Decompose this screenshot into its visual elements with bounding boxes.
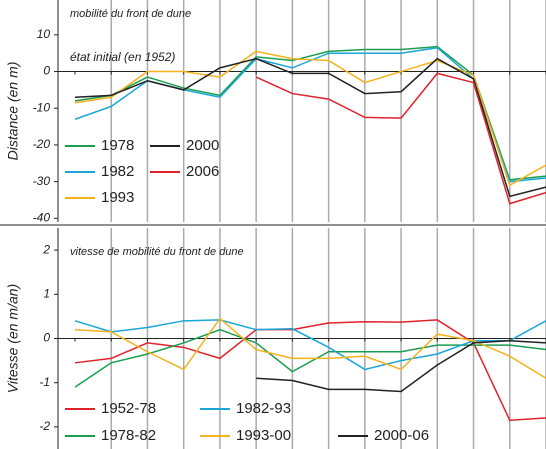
legend-label: 1978 xyxy=(101,137,134,154)
y-axis-label: Vitesse (en m/an) xyxy=(5,284,21,393)
series-line xyxy=(74,328,546,388)
legend-label: 1952-78 xyxy=(101,400,156,417)
legend-label: 1993 xyxy=(101,189,134,206)
legend-label: 1978-82 xyxy=(101,427,156,444)
y-tick-label: -30 xyxy=(33,174,51,188)
legend-label: 1993-00 xyxy=(236,427,291,444)
legend-label: 2000-06 xyxy=(374,427,429,444)
y-tick-label: 1 xyxy=(43,286,50,300)
y-axis-label: Distance (en m) xyxy=(5,62,21,161)
y-tick-label: 0 xyxy=(43,64,50,78)
y-tick-label: -10 xyxy=(33,100,51,114)
legend-label: 2006 xyxy=(186,163,219,180)
series-line xyxy=(256,339,546,393)
y-tick-label: 10 xyxy=(37,27,51,41)
series-line xyxy=(74,57,546,198)
y-tick-label: 0 xyxy=(43,331,50,345)
legend-label: 1982-93 xyxy=(236,400,291,417)
legend-label: 1982 xyxy=(101,163,134,180)
series-line xyxy=(74,319,546,371)
chart-title: mobilité du front de dune xyxy=(70,8,191,20)
series-line xyxy=(255,72,546,205)
y-tick-label: -2 xyxy=(39,419,50,433)
y-tick-label: -1 xyxy=(39,375,50,389)
chart-title: vitesse de mobilité du front de dune xyxy=(70,246,244,258)
y-tick-label: 2 xyxy=(42,242,50,256)
series-line xyxy=(74,46,546,183)
y-tick-label: -20 xyxy=(33,137,51,151)
series-line xyxy=(74,317,546,379)
y-tick-label: -40 xyxy=(33,211,51,225)
series-line xyxy=(74,45,546,181)
legend-label: 2000 xyxy=(186,137,219,154)
series-line xyxy=(74,50,546,187)
annotation: état initial (en 1952) xyxy=(70,50,175,64)
